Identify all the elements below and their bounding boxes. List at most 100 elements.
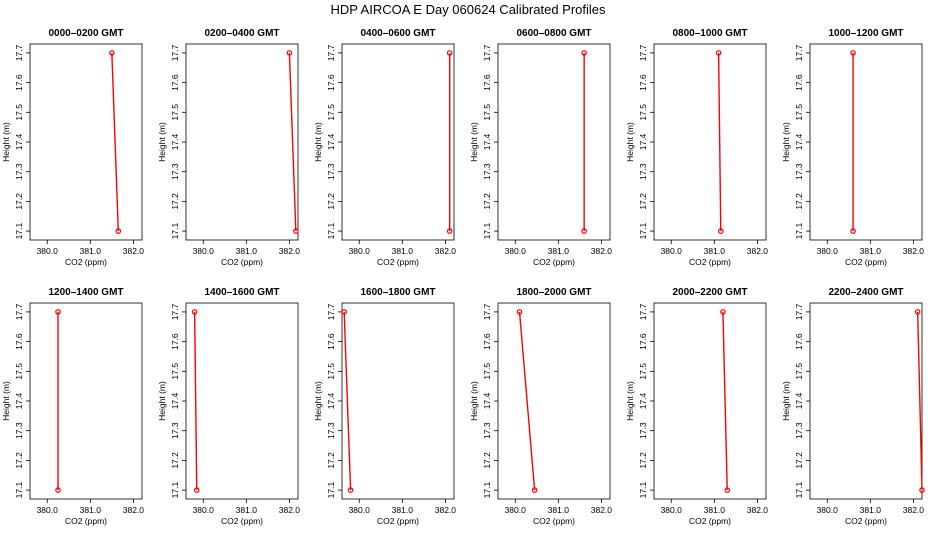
- y-tick-label: 17.3: [326, 422, 336, 439]
- y-tick-label: 17.5: [326, 363, 336, 380]
- plot-frame: [341, 43, 455, 241]
- x-axis-label: CO2 (ppm): [533, 257, 575, 267]
- subplot-title: 1800–2000 GMT: [516, 287, 591, 298]
- y-axis-label: Height (m): [313, 381, 323, 421]
- subplot-title: 1000–1200 GMT: [828, 28, 903, 39]
- y-tick-label: 17.2: [14, 452, 24, 469]
- y-tick-label: 17.7: [482, 44, 492, 61]
- x-tick-label: 381.0: [860, 246, 882, 256]
- y-tick-label: 17.3: [794, 422, 804, 439]
- subplot-title: 1600–1800 GMT: [360, 287, 435, 298]
- x-axis-label: CO2 (ppm): [65, 516, 107, 526]
- y-axis-label: Height (m): [625, 122, 635, 162]
- y-axis-label: Height (m): [469, 122, 479, 162]
- y-tick-label: 17.4: [638, 133, 648, 150]
- x-axis-label: CO2 (ppm): [845, 257, 887, 267]
- x-tick-label: 381.0: [236, 505, 258, 515]
- data-point: [347, 487, 354, 493]
- y-tick-label: 17.4: [170, 133, 180, 150]
- y-tick-label: 17.2: [794, 193, 804, 210]
- x-tick-label: 382.0: [279, 246, 301, 256]
- subplot-5: 0800–1000 GMT 380.0 381.0 382.0 17.1 17.2 17.3…: [625, 28, 768, 267]
- data-point: [581, 228, 587, 234]
- y-tick-label: 17.5: [482, 363, 492, 380]
- x-tick-label: 382.0: [279, 505, 301, 515]
- x-tick-label: 380.0: [505, 505, 527, 515]
- data-point: [724, 487, 731, 493]
- y-tick-label: 17.2: [794, 452, 804, 469]
- data-point: [914, 309, 921, 315]
- y-tick-label: 17.1: [326, 223, 336, 240]
- y-tick-label: 17.2: [482, 193, 492, 210]
- x-tick-label: 380.0: [193, 246, 215, 256]
- y-axis-label: Height (m): [157, 381, 167, 421]
- y-tick-label: 17.3: [170, 422, 180, 439]
- y-tick-label: 17.7: [794, 44, 804, 61]
- x-tick-label: 380.0: [349, 246, 371, 256]
- y-tick-label: 17.1: [482, 482, 492, 499]
- y-tick-label: 17.3: [638, 163, 648, 180]
- y-tick-label: 17.5: [14, 104, 24, 121]
- data-point: [55, 309, 61, 315]
- y-tick-label: 17.3: [482, 422, 492, 439]
- y-tick-label: 17.2: [482, 452, 492, 469]
- y-tick-label: 17.2: [638, 452, 648, 469]
- y-tick-label: 17.1: [638, 223, 648, 240]
- subplot-title: 1400–1600 GMT: [204, 287, 279, 298]
- x-tick-label: 381.0: [704, 246, 726, 256]
- y-tick-label: 17.5: [170, 104, 180, 121]
- x-axis-label: CO2 (ppm): [221, 257, 263, 267]
- plot-frame: [185, 302, 299, 500]
- y-axis-label: Height (m): [157, 122, 167, 162]
- data-point: [516, 309, 523, 315]
- y-tick-label: 17.6: [326, 333, 336, 350]
- data-point: [919, 487, 925, 493]
- subplot-8: 1400–1600 GMT 380.0 381.0 382.0 17.1 17.2 17.3…: [157, 287, 300, 526]
- data-point: [191, 309, 198, 315]
- y-tick-label: 17.4: [14, 392, 24, 409]
- subplot-title: 0400–0600 GMT: [360, 28, 435, 39]
- y-tick-label: 17.3: [638, 422, 648, 439]
- subplot-3: 0400–0600 GMT 380.0 381.0 382.0 17.1 17.2 17.3…: [313, 28, 456, 267]
- y-tick-label: 17.6: [638, 333, 648, 350]
- y-tick-label: 17.6: [170, 74, 180, 91]
- x-tick-label: 382.0: [435, 246, 457, 256]
- series-line: [111, 52, 120, 232]
- x-axis-label: CO2 (ppm): [845, 516, 887, 526]
- y-tick-label: 17.4: [326, 133, 336, 150]
- x-tick-label: 380.0: [505, 246, 527, 256]
- subplot-title: 2200–2400 GMT: [828, 287, 903, 298]
- y-tick-label: 17.7: [170, 303, 180, 320]
- x-tick-label: 381.0: [548, 505, 570, 515]
- y-tick-label: 17.7: [326, 44, 336, 61]
- y-tick-label: 17.2: [170, 193, 180, 210]
- subplot-title: 0600–0800 GMT: [516, 28, 591, 39]
- subplot-11: 2000–2200 GMT 380.0 381.0 382.0 17.1 17.2 17.3…: [625, 287, 768, 526]
- plot-frame: [809, 43, 923, 241]
- y-tick-label: 17.2: [638, 193, 648, 210]
- y-tick-label: 17.5: [638, 363, 648, 380]
- x-tick-label: 380.0: [817, 505, 839, 515]
- subplot-9: 1600–1800 GMT 380.0 381.0 382.0 17.1 17.2 17.3…: [313, 287, 456, 526]
- x-tick-label: 382.0: [903, 246, 925, 256]
- x-tick-label: 381.0: [80, 246, 102, 256]
- y-tick-label: 17.7: [14, 44, 24, 61]
- x-tick-label: 380.0: [661, 505, 683, 515]
- subplot-title: 0200–0400 GMT: [204, 28, 279, 39]
- y-tick-label: 17.3: [170, 163, 180, 180]
- series-line: [722, 311, 728, 491]
- y-tick-label: 17.7: [638, 44, 648, 61]
- series-line: [717, 52, 722, 232]
- y-tick-label: 17.1: [14, 223, 24, 240]
- subplot-title: 1200–1400 GMT: [48, 287, 123, 298]
- plot-frame: [29, 302, 143, 500]
- y-tick-label: 17.4: [482, 133, 492, 150]
- y-tick-label: 17.4: [794, 392, 804, 409]
- y-axis-label: Height (m): [1, 381, 11, 421]
- series-line: [518, 311, 536, 491]
- y-tick-label: 17.3: [326, 163, 336, 180]
- x-tick-label: 380.0: [817, 246, 839, 256]
- data-point: [850, 228, 856, 234]
